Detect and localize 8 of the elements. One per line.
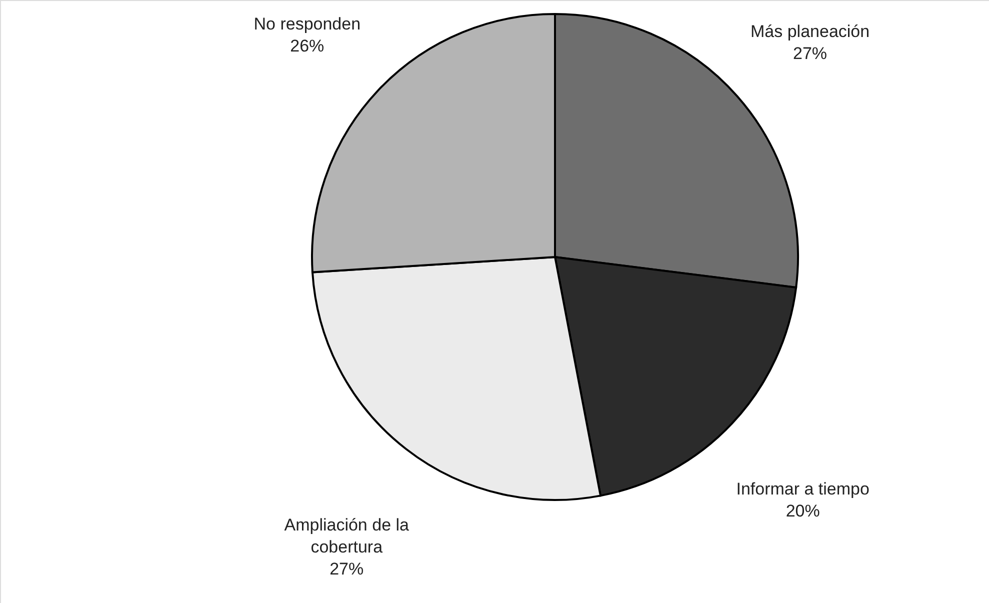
- data-label: 27%: [330, 560, 364, 579]
- slice-label: Más planeación: [750, 22, 870, 42]
- slice-label: Informar a tiempo: [736, 480, 870, 499]
- slice-label: Ampliación de la cobertura: [284, 516, 410, 557]
- slice-label: No responden: [254, 14, 361, 34]
- data-label: 20%: [786, 502, 820, 521]
- data-label: 27%: [793, 44, 828, 64]
- data-label: 26%: [290, 36, 324, 56]
